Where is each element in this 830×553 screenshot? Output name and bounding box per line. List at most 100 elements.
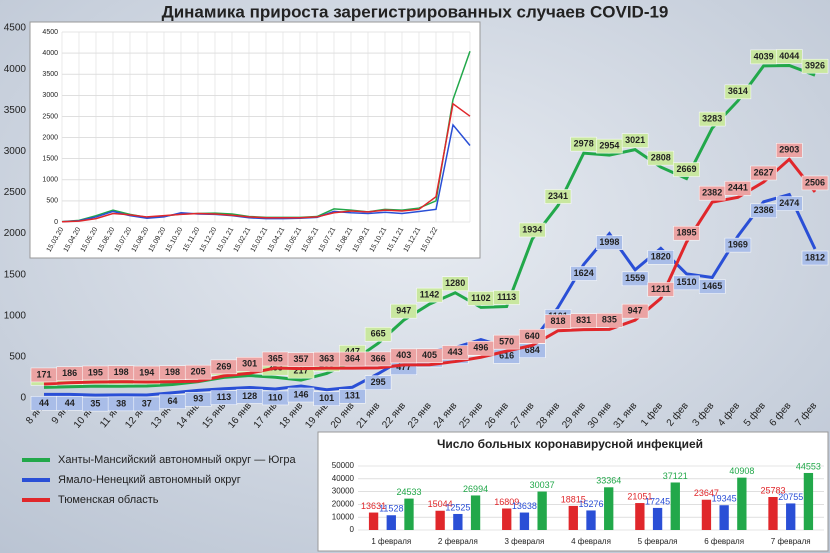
y-tick-label: 3500 — [4, 105, 27, 116]
value-label: 40908 — [729, 466, 754, 476]
bar — [768, 496, 778, 530]
value-label: 195 — [88, 367, 103, 377]
value-label-box — [416, 287, 443, 303]
y-tick-label: 500 — [9, 352, 26, 363]
value-label: 818 — [550, 316, 565, 326]
value-label: 113 — [217, 392, 232, 402]
chart-title: Динамика прироста зарегистрированных слу… — [162, 2, 669, 21]
value-label: 2669 — [676, 164, 696, 174]
value-label: 44 — [65, 398, 75, 408]
value-label: 1211 — [651, 284, 671, 294]
legend-label: Ханты-Мансийский автономный округ — Югра — [58, 454, 297, 466]
value-label: 365 — [268, 353, 283, 363]
y-tick-label: 40000 — [332, 474, 355, 483]
value-label: 2627 — [754, 167, 774, 177]
value-label: 186 — [62, 368, 77, 378]
value-label: 2474 — [779, 198, 799, 208]
value-label: 171 — [36, 369, 51, 379]
value-label-box — [364, 327, 392, 342]
bar — [652, 507, 663, 530]
value-label: 1624 — [574, 268, 594, 278]
y-tick-label: 4000 — [42, 50, 58, 57]
bar — [719, 505, 729, 530]
x-tick-label: 7 февраля — [771, 537, 811, 546]
x-tick-label: 5 февраля — [638, 537, 678, 546]
y-tick-label: 2500 — [4, 187, 27, 198]
value-label-box — [673, 162, 700, 177]
value-label: 570 — [499, 337, 514, 347]
value-label: 194 — [139, 367, 154, 377]
y-tick-label: 1500 — [4, 269, 27, 280]
bar — [537, 491, 547, 530]
bar — [786, 503, 796, 530]
value-label-box — [698, 111, 726, 127]
value-label-box — [776, 196, 803, 211]
value-label: 3021 — [625, 135, 645, 145]
value-label-box — [647, 250, 675, 265]
value-label-box — [596, 235, 623, 250]
value-label: 1895 — [676, 228, 696, 238]
y-tick-label: 3000 — [4, 146, 27, 157]
value-label: 198 — [165, 367, 180, 377]
value-label: 15276 — [578, 499, 603, 509]
y-tick-label: 1000 — [4, 310, 27, 321]
y-tick-label: 3500 — [42, 71, 58, 78]
value-label-box — [698, 279, 726, 294]
y-tick-label: 2000 — [42, 134, 58, 141]
value-label: 1820 — [651, 252, 671, 262]
value-label-box — [724, 181, 752, 196]
value-label: 30037 — [530, 480, 555, 490]
value-label: 1280 — [445, 278, 465, 288]
bar — [435, 510, 445, 530]
value-label: 447 — [345, 347, 360, 357]
value-label: 665 — [371, 329, 386, 339]
value-label: 366 — [371, 353, 386, 363]
value-label: 13638 — [512, 501, 537, 511]
value-label: 640 — [525, 331, 540, 341]
value-label: 21051 — [627, 491, 652, 501]
value-label: 443 — [448, 347, 463, 357]
bar — [803, 472, 814, 530]
value-label: 24533 — [396, 487, 421, 497]
value-label: 4044 — [779, 51, 799, 61]
bar — [635, 503, 645, 530]
value-label-box — [673, 225, 700, 241]
value-label: 1465 — [702, 281, 722, 291]
value-label-box — [544, 189, 572, 204]
value-label: 4039 — [754, 51, 774, 61]
value-label-box — [339, 388, 366, 404]
value-label: 405 — [422, 350, 437, 360]
x-tick-label: 4 февраля — [571, 537, 611, 546]
value-label-box — [570, 266, 597, 281]
value-label: 17245 — [645, 496, 670, 506]
bar — [404, 498, 414, 530]
value-label-box — [621, 133, 649, 148]
value-label: 37121 — [663, 471, 688, 481]
y-tick-label: 500 — [46, 198, 58, 205]
value-label: 3614 — [728, 86, 748, 96]
value-label: 20755 — [778, 492, 803, 502]
x-tick-label: 1 февраля — [371, 537, 411, 546]
bar — [737, 477, 747, 530]
value-label: 26994 — [463, 484, 488, 494]
bar — [368, 512, 379, 530]
value-label: 1998 — [599, 237, 619, 247]
series-line — [61, 123, 471, 223]
y-tick-label: 50000 — [332, 461, 355, 470]
value-label-box — [390, 303, 418, 319]
bar-title: Число больных коронавирусной инфекцией — [437, 437, 703, 451]
bar — [519, 512, 530, 530]
y-tick-label: 0 — [54, 219, 58, 226]
value-label: 403 — [396, 350, 411, 360]
value-label: 38 — [116, 398, 126, 408]
value-label-box — [801, 58, 829, 74]
value-label-box — [776, 143, 803, 158]
value-label: 947 — [396, 306, 411, 316]
value-label: 13631 — [361, 501, 386, 511]
value-label: 1559 — [625, 273, 645, 283]
bar — [568, 505, 578, 530]
value-label: 110 — [268, 392, 283, 402]
bar — [701, 499, 712, 530]
y-tick-label: 0 — [20, 393, 26, 404]
bar — [453, 513, 463, 530]
